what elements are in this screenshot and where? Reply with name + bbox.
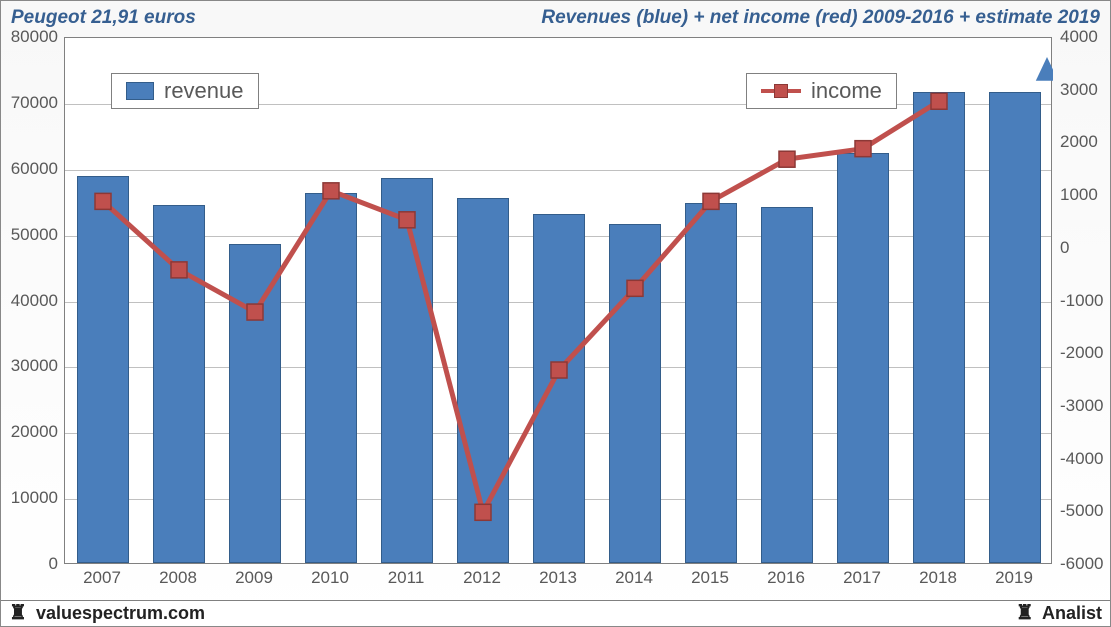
x-tick-label: 2013 — [539, 568, 577, 588]
y1-tick-label: 80000 — [8, 27, 58, 47]
y1-tick-label: 20000 — [8, 422, 58, 442]
title-right: Revenues (blue) + net income (red) 2009-… — [541, 7, 1100, 29]
y2-tick-label: -1000 — [1060, 291, 1110, 311]
y2-tick-label: -2000 — [1060, 343, 1110, 363]
y1-tick-label: 70000 — [8, 93, 58, 113]
x-tick-label: 2010 — [311, 568, 349, 588]
x-tick-label: 2009 — [235, 568, 273, 588]
legend-revenue-swatch — [126, 82, 154, 100]
y2-tick-label: -6000 — [1060, 554, 1110, 574]
footer: ♜ valuespectrum.com ♜ Analist — [1, 600, 1110, 626]
y1-tick-label: 30000 — [8, 356, 58, 376]
legend-income: income — [746, 73, 897, 109]
y1-tick-label: 60000 — [8, 159, 58, 179]
chart-container: Peugeot 21,91 euros Revenues (blue) + ne… — [0, 0, 1111, 627]
x-tick-label: 2016 — [767, 568, 805, 588]
revenue-bar — [685, 203, 737, 563]
y1-tick-label: 50000 — [8, 225, 58, 245]
x-tick-label: 2015 — [691, 568, 729, 588]
x-tick-label: 2018 — [919, 568, 957, 588]
chart-header: Peugeot 21,91 euros Revenues (blue) + ne… — [1, 1, 1110, 31]
footer-left: ♜ valuespectrum.com — [9, 603, 205, 624]
legend-revenue-label: revenue — [164, 78, 244, 104]
title-left: Peugeot 21,91 euros — [11, 7, 196, 29]
footer-left-text: valuespectrum.com — [36, 603, 205, 623]
x-tick-label: 2011 — [388, 568, 425, 588]
gridline — [65, 170, 1051, 171]
legend-income-swatch — [761, 82, 801, 100]
revenue-bar — [305, 193, 357, 563]
y2-tick-label: 2000 — [1060, 132, 1110, 152]
y2-tick-label: -5000 — [1060, 501, 1110, 521]
y2-tick-label: -3000 — [1060, 396, 1110, 416]
y2-tick-label: 1000 — [1060, 185, 1110, 205]
y1-tick-label: 10000 — [8, 488, 58, 508]
footer-right-text: Analist — [1042, 603, 1102, 623]
revenue-bar — [609, 224, 661, 563]
x-tick-label: 2008 — [159, 568, 197, 588]
x-tick-label: 2017 — [843, 568, 881, 588]
x-tick-label: 2007 — [83, 568, 121, 588]
rook-icon: ♜ — [9, 603, 27, 623]
revenue-bar — [913, 92, 965, 563]
revenue-bar — [989, 92, 1041, 563]
rook-icon: ♜ — [1016, 603, 1034, 623]
y2-tick-label: -4000 — [1060, 449, 1110, 469]
y2-tick-label: 3000 — [1060, 80, 1110, 100]
y1-tick-label: 40000 — [8, 291, 58, 311]
footer-right: ♜ Analist — [1016, 603, 1102, 624]
revenue-bar — [77, 176, 129, 563]
revenue-bar — [153, 205, 205, 563]
x-tick-label: 2014 — [615, 568, 653, 588]
revenue-bar — [533, 214, 585, 563]
estimate-triangle-marker — [1036, 57, 1053, 81]
revenue-bar — [761, 207, 813, 563]
revenue-bar — [837, 153, 889, 563]
revenue-bar — [381, 178, 433, 563]
x-tick-label: 2012 — [463, 568, 501, 588]
plot-area — [64, 37, 1052, 564]
income-marker — [779, 151, 795, 167]
x-tick-label: 2019 — [995, 568, 1033, 588]
y2-tick-label: 4000 — [1060, 27, 1110, 47]
legend-revenue: revenue — [111, 73, 259, 109]
legend-income-label: income — [811, 78, 882, 104]
revenue-bar — [457, 198, 509, 563]
y1-tick-label: 0 — [8, 554, 58, 574]
revenue-bar — [229, 244, 281, 563]
y2-tick-label: 0 — [1060, 238, 1110, 258]
